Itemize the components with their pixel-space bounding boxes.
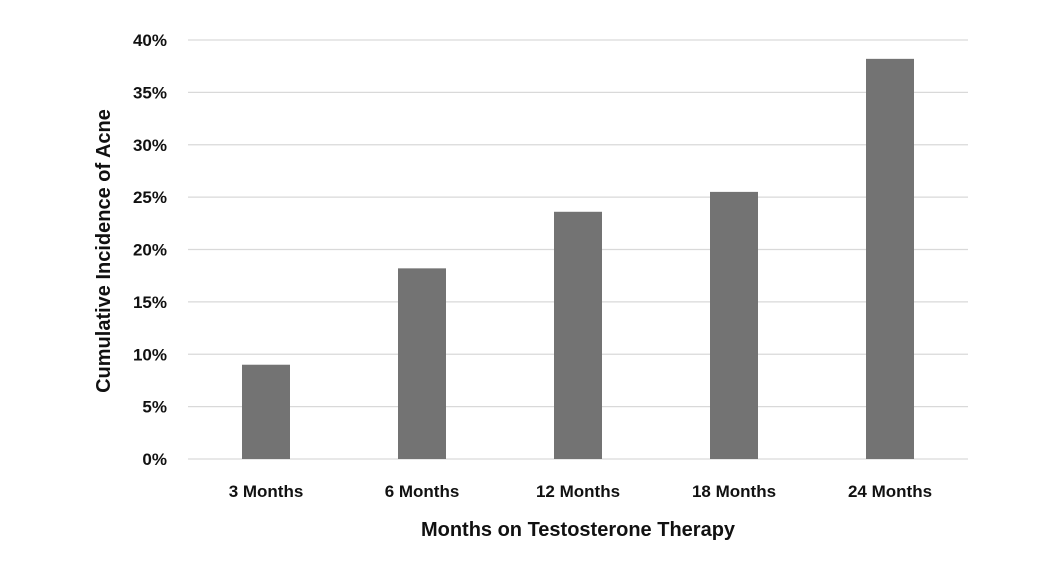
x-tick-label: 18 Months bbox=[692, 482, 776, 501]
y-tick-label: 30% bbox=[133, 136, 167, 155]
y-tick-label: 35% bbox=[133, 83, 167, 102]
y-tick-label: 10% bbox=[133, 345, 167, 364]
x-tick-label: 12 Months bbox=[536, 482, 620, 501]
x-tick-label: 6 Months bbox=[385, 482, 460, 501]
y-tick-label: 25% bbox=[133, 188, 167, 207]
bar bbox=[554, 211, 602, 459]
x-axis-title: Months on Testosterone Therapy bbox=[421, 519, 736, 541]
y-tick-label: 20% bbox=[133, 241, 167, 260]
y-tick-label: 5% bbox=[142, 398, 167, 417]
y-tick-label: 40% bbox=[133, 31, 167, 50]
bars bbox=[242, 58, 914, 459]
y-axis-title: Cumulative Incidence of Acne bbox=[93, 109, 115, 393]
x-tick-label: 3 Months bbox=[229, 482, 304, 501]
y-axis-tick-labels: 0% 5% 10% 15% 20% 25% 30% 35% 40% bbox=[133, 31, 167, 469]
y-tick-label: 15% bbox=[133, 293, 167, 312]
bar bbox=[398, 268, 446, 459]
bar bbox=[242, 364, 290, 459]
y-tick-label: 0% bbox=[142, 450, 167, 469]
x-axis-tick-labels: 3 Months 6 Months 12 Months 18 Months 24 Mon… bbox=[229, 482, 932, 501]
bar bbox=[866, 58, 914, 459]
bar bbox=[710, 191, 758, 459]
x-tick-label: 24 Months bbox=[848, 482, 932, 501]
